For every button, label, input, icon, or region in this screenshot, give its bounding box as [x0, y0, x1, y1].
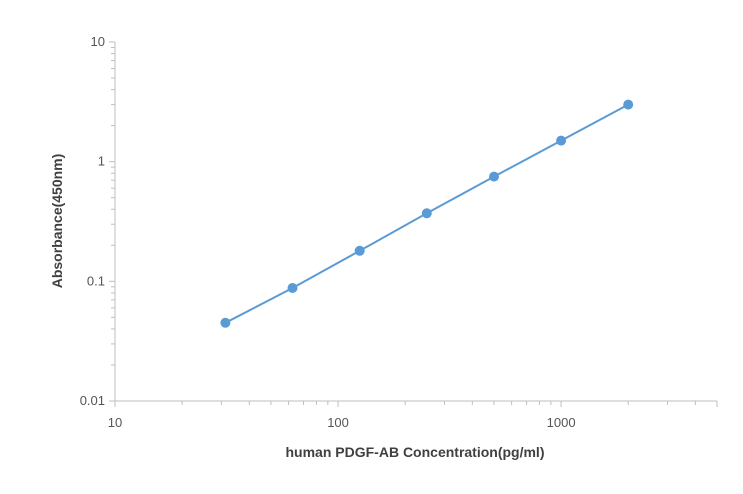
tick-marks	[109, 41, 718, 407]
data-point	[556, 135, 567, 146]
series-layer	[220, 99, 634, 328]
y-tick-label: 0.1	[87, 273, 105, 288]
y-tick-label: 1	[98, 154, 105, 169]
y-tick-label: 0.01	[80, 393, 105, 408]
x-tick-label: 10	[108, 415, 122, 430]
axes	[114, 42, 717, 402]
data-point	[421, 208, 432, 219]
data-point	[623, 99, 634, 110]
data-point	[354, 245, 365, 256]
x-axis-title: human PDGF-AB Concentration(pg/ml)	[286, 444, 545, 460]
y-axis-title: Absorbance(450nm)	[49, 154, 65, 289]
x-tick-label: 100	[327, 415, 349, 430]
x-tick-label: 1000	[547, 415, 576, 430]
tick-labels: 0.01 0.1 1 10 10 100 1000	[80, 34, 576, 430]
y-tick-label: 10	[91, 34, 105, 49]
data-point	[287, 283, 298, 293]
data-point	[489, 171, 499, 182]
data-point	[220, 317, 231, 328]
